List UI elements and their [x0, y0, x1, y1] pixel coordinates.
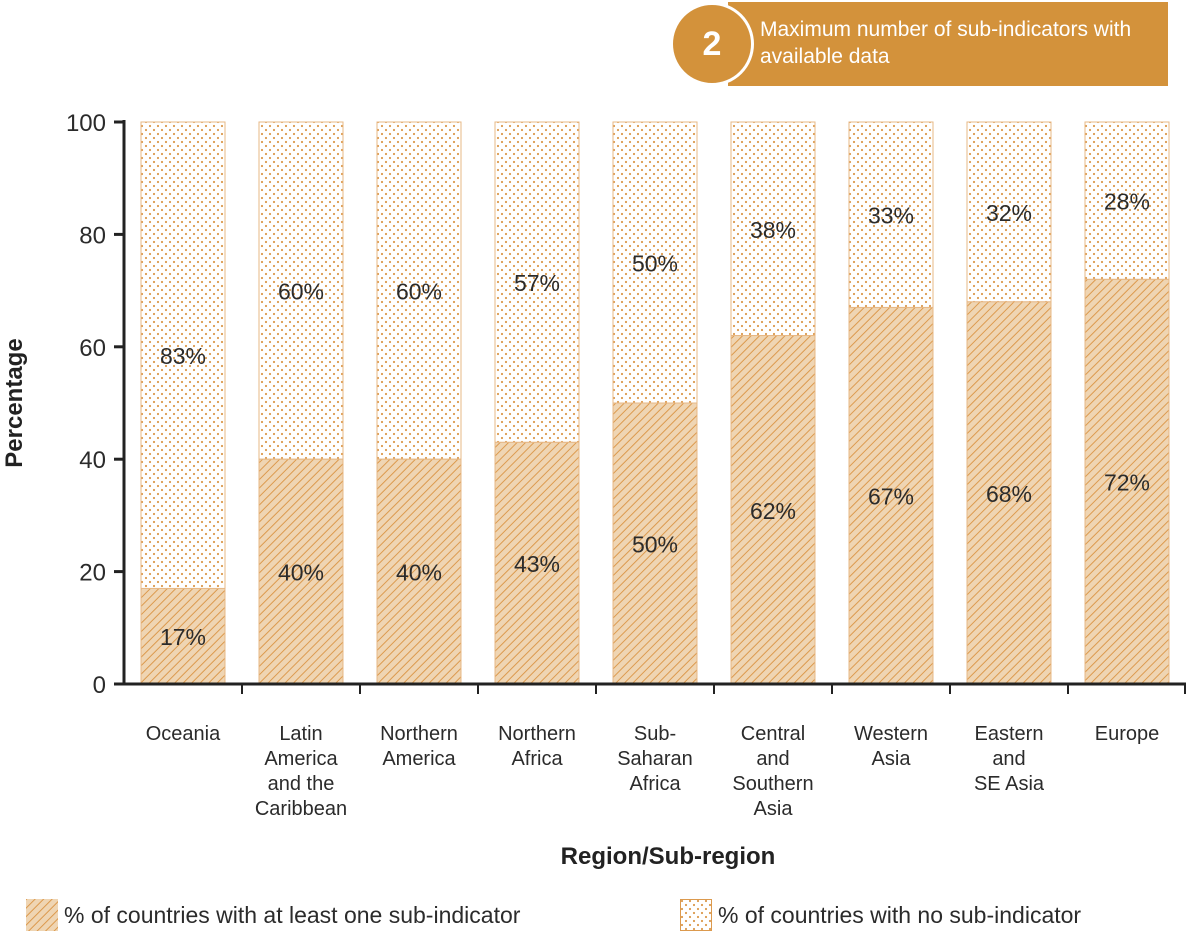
y-tick-label: 80	[79, 222, 106, 249]
bar-with-subindicator	[376, 458, 462, 685]
legend-swatch-hatched	[26, 899, 58, 931]
badge-text: Maximum number of sub-indicators with av…	[760, 18, 1132, 68]
data-label-with-subindicator: 43%	[514, 551, 560, 577]
y-tick-label: 0	[93, 672, 106, 699]
data-label-no-subindicator: 28%	[1104, 189, 1150, 215]
bar-no-subindicator	[848, 121, 934, 308]
badge-number: 2	[670, 2, 754, 86]
legend-item-no-subindicator: % of countries with no sub-indicator	[680, 899, 1081, 931]
data-label-no-subindicator: 32%	[986, 200, 1032, 226]
legend-label: % of countries with no sub-indicator	[718, 901, 1082, 928]
x-tick-label: Western Asia	[854, 723, 928, 770]
bar-no-subindicator	[730, 121, 816, 337]
data-label-with-subindicator: 72%	[1104, 470, 1150, 496]
bar-no-subindicator	[140, 121, 226, 589]
bar-with-subindicator	[140, 587, 226, 685]
data-label-no-subindicator: 50%	[632, 251, 678, 277]
bar-with-subindicator	[1084, 278, 1170, 685]
bar-no-subindicator	[376, 121, 462, 460]
x-tick-label: Northern Africa	[498, 723, 576, 770]
x-tick-label: Central and Southern Asia	[732, 723, 813, 820]
bar-with-subindicator	[258, 458, 344, 685]
x-tick-label: Sub-Saharan Africa	[617, 723, 693, 795]
bar-no-subindicator	[1084, 121, 1170, 280]
bar-with-subindicator	[730, 335, 816, 685]
bar-no-subindicator	[612, 121, 698, 404]
data-label-no-subindicator: 60%	[278, 279, 324, 305]
data-label-no-subindicator: 33%	[868, 203, 914, 229]
bar-with-subindicator	[848, 306, 934, 685]
x-axis-title: Region/Sub-region	[561, 843, 776, 870]
x-tick-label: Eastern and SE Asia	[974, 723, 1045, 795]
stacked-bar-chart: 17% 83% Oceania 40% 60% Latin America and the Ca…	[1, 110, 1186, 870]
data-label-no-subindicator: 83%	[160, 343, 206, 369]
data-label-no-subindicator: 57%	[514, 270, 560, 296]
x-tick-label: Latin America and the Caribbean	[255, 723, 347, 820]
y-tick-label: 20	[79, 560, 106, 587]
data-label-with-subindicator: 68%	[986, 481, 1032, 507]
x-tick-label: Europe	[1095, 723, 1160, 745]
y-tick-label: 60	[79, 335, 106, 362]
data-label-with-subindicator: 40%	[278, 560, 324, 586]
bar-with-subindicator	[612, 402, 698, 685]
bar-no-subindicator	[258, 121, 344, 460]
bar-with-subindicator	[966, 301, 1052, 685]
y-tick-label: 100	[66, 110, 106, 137]
data-label-with-subindicator: 40%	[396, 560, 442, 586]
legend-label: % of countries with at least one sub-ind…	[64, 901, 521, 928]
data-label-with-subindicator: 62%	[750, 498, 796, 524]
bar-no-subindicator	[494, 121, 580, 443]
data-label-no-subindicator: 38%	[750, 217, 796, 243]
data-label-with-subindicator: 50%	[632, 532, 678, 558]
bar-no-subindicator	[966, 121, 1052, 303]
data-label-no-subindicator: 60%	[396, 279, 442, 305]
y-tick-label: 40	[79, 447, 106, 474]
legend: % of countries with at least one sub-ind…	[26, 895, 1193, 939]
data-label-with-subindicator: 67%	[868, 484, 914, 510]
y-axis-title: Percentage	[1, 338, 28, 467]
data-label-with-subindicator: 17%	[160, 624, 206, 650]
x-tick-label: Northern America	[380, 723, 458, 770]
legend-swatch-dotted	[680, 899, 712, 931]
max-subindicators-badge: 2 Maximum number of sub-indicators with …	[670, 2, 1168, 86]
x-tick-label: Oceania	[146, 723, 221, 745]
legend-item-with-subindicator: % of countries with at least one sub-ind…	[26, 899, 520, 931]
badge-bar	[728, 2, 1168, 86]
